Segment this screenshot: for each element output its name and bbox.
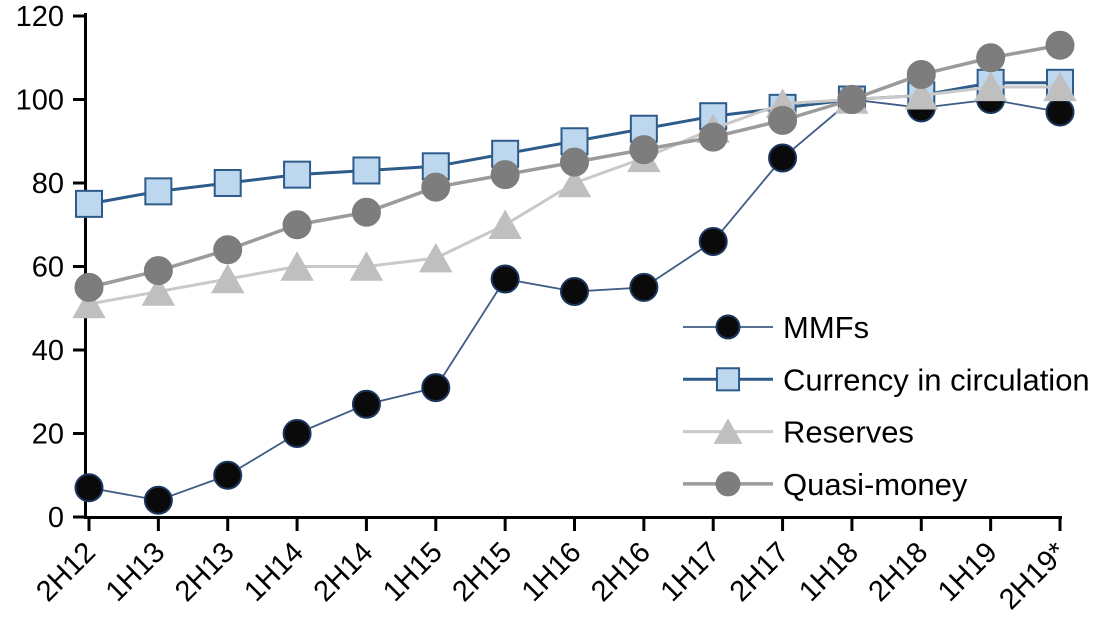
x-tick-label-2h15: 2H15	[446, 536, 518, 608]
y-axis: 0 20 40 60 80 100 120	[16, 1, 87, 534]
x-tick-label-1h18: 1H18	[793, 536, 865, 608]
marker-quasi-money-2h12	[74, 272, 104, 302]
marker-mmfs-2h15	[490, 264, 520, 294]
marker-mmfs-2h16	[629, 272, 659, 302]
y-tick-label-0: 0	[48, 502, 64, 534]
legend-marker-mmfs	[715, 314, 741, 340]
x-tick-label-1h14: 1H14	[238, 536, 310, 608]
marker-quasi-money-1h18	[837, 85, 867, 114]
marker-mmfs-2h14	[351, 389, 381, 419]
marker-mmfs-1h13	[143, 485, 173, 515]
legend-item-quasi-money: Quasi-money	[683, 467, 968, 502]
marker-currency-in-circulation-2h14	[352, 156, 381, 185]
marker-quasi-money-2h15	[490, 160, 520, 190]
legend-marker-reserves	[713, 418, 743, 444]
marker-mmfs-2h19	[1045, 97, 1075, 127]
marker-mmfs-1h15	[421, 373, 451, 403]
marker-mmfs-2h12	[74, 473, 104, 503]
y-tick-label-120: 120	[16, 1, 64, 33]
marker-reserves-2h14	[349, 251, 384, 281]
legend-label-quasi-money: Quasi-money	[783, 467, 968, 502]
y-tick-label-80: 80	[32, 168, 64, 200]
marker-reserves-1h15	[419, 242, 453, 273]
marker-quasi-money-1h15	[421, 172, 451, 202]
marker-reserves-2h19	[1043, 71, 1077, 102]
marker-currency-in-circulation-2h13	[213, 169, 242, 197]
marker-reserves-1h13	[141, 276, 176, 306]
x-tick-label-2h18: 2H18	[863, 536, 935, 608]
x-tick-label-2h17: 2H17	[724, 536, 796, 608]
x-tick-label-1h19: 1H19	[932, 536, 1004, 608]
marker-quasi-money-1h19	[976, 43, 1006, 73]
marker-quasi-money-2h16	[629, 135, 659, 165]
marker-mmfs-1h14	[282, 419, 312, 448]
marker-reserves-1h19	[973, 71, 1008, 102]
legend-item-currency-in-circulation: Currency in circulation	[683, 362, 1090, 397]
x-tick-label-2h19: 2H19*	[993, 536, 1073, 616]
x-tick-label-1h16: 1H16	[516, 536, 588, 608]
marker-mmfs-2h13	[213, 460, 243, 490]
series-mmfs	[74, 85, 1075, 515]
marker-quasi-money-1h14	[282, 210, 312, 240]
marker-quasi-money-2h14	[351, 197, 381, 227]
series-reserves	[72, 71, 1077, 319]
marker-currency-in-circulation-1h13	[144, 177, 173, 206]
x-tick-label-1h17: 1H17	[655, 536, 727, 608]
y-tick-label-100: 100	[16, 85, 64, 117]
marker-reserves-1h16	[557, 167, 592, 198]
marker-reserves-2h13	[210, 263, 245, 294]
x-axis: 2H121H132H131H142H141H152H151H162H161H17…	[30, 516, 1073, 616]
x-tick-label-2h12: 2H12	[30, 536, 102, 608]
marker-mmfs-2h17	[768, 143, 798, 173]
marker-reserves-2h12	[72, 288, 106, 319]
legend-label-reserves: Reserves	[783, 415, 914, 450]
marker-reserves-1h14	[280, 251, 314, 281]
y-tick-label-40: 40	[32, 335, 64, 367]
legend-marker-currency-in-circulation	[715, 367, 741, 392]
legend-label-mmfs: MMFs	[783, 310, 869, 345]
x-tick-label-1h13: 1H13	[100, 536, 172, 608]
marker-currency-in-circulation-2h12	[75, 189, 103, 218]
marker-quasi-money-2h13	[213, 235, 243, 265]
marker-reserves-2h18	[904, 80, 939, 110]
legend-label-currency-in-circulation: Currency in circulation	[783, 362, 1090, 397]
legend: MMFs Currency in circulation Reserves Quasi…	[683, 310, 1090, 502]
marker-mmfs-1h17	[698, 226, 728, 256]
marker-quasi-money-2h17	[768, 105, 798, 135]
y-tick-label-20: 20	[32, 419, 64, 451]
marker-quasi-money-2h19	[1045, 30, 1075, 60]
legend-item-reserves: Reserves	[683, 415, 914, 450]
legend-item-mmfs: MMFs	[683, 310, 869, 345]
x-tick-label-2h16: 2H16	[585, 536, 657, 608]
marker-quasi-money-1h17	[698, 122, 728, 152]
x-tick-label-2h13: 2H13	[169, 536, 241, 608]
x-tick-label-2h14: 2H14	[308, 536, 380, 608]
marker-mmfs-1h16	[560, 277, 589, 307]
marker-quasi-money-1h13	[143, 256, 173, 286]
marker-quasi-money-2h18	[906, 59, 936, 89]
legend-marker-quasi-money	[715, 471, 741, 497]
marker-reserves-2h15	[488, 209, 522, 239]
series-quasi-money	[74, 30, 1075, 302]
marker-currency-in-circulation-1h14	[283, 160, 312, 189]
y-tick-label-60: 60	[32, 252, 64, 284]
marker-quasi-money-1h16	[560, 147, 589, 177]
x-tick-label-1h15: 1H15	[377, 536, 449, 608]
